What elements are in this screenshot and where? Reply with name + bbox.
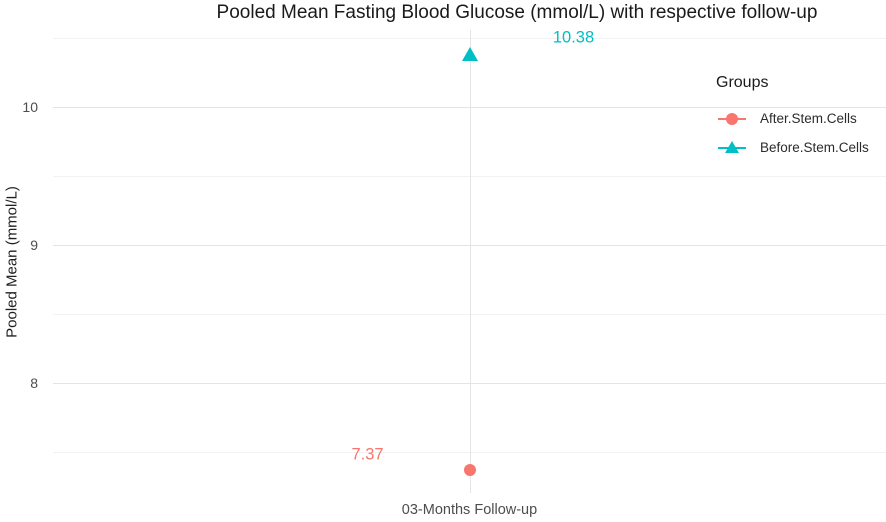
legend: Groups After.Stem.Cells Before.Stem.Cell… [702, 74, 886, 162]
legend-item-label: Before.Stem.Cells [760, 140, 869, 155]
plot-panel [53, 30, 886, 493]
data-point-value-label: 10.38 [552, 28, 595, 47]
y-axis-tick-label: 9 [30, 236, 38, 253]
triangle-marker-icon [725, 140, 739, 153]
data-point-triangle [461, 46, 478, 61]
x-major-gridline [469, 30, 471, 493]
legend-key-circle-icon [716, 109, 748, 129]
legend-key-triangle-icon [716, 138, 748, 158]
y-axis-title: Pooled Mean (mmol/L) [3, 186, 21, 338]
circle-marker-icon [726, 112, 738, 125]
x-axis-tick-label: 03-Months Follow-up [401, 502, 538, 518]
y-axis-tick-label: 8 [30, 374, 38, 391]
chart-title: Pooled Mean Fasting Blood Glucose (mmol/… [216, 2, 818, 23]
y-axis-tick-label: 10 [22, 99, 38, 116]
legend-item-after-stem-cells: After.Stem.Cells [702, 104, 886, 133]
data-point-circle [463, 463, 476, 476]
legend-title: Groups [716, 74, 769, 91]
legend-item-label: After.Stem.Cells [760, 111, 857, 126]
data-point-value-label: 7.37 [351, 445, 384, 464]
legend-item-before-stem-cells: Before.Stem.Cells [702, 133, 886, 162]
